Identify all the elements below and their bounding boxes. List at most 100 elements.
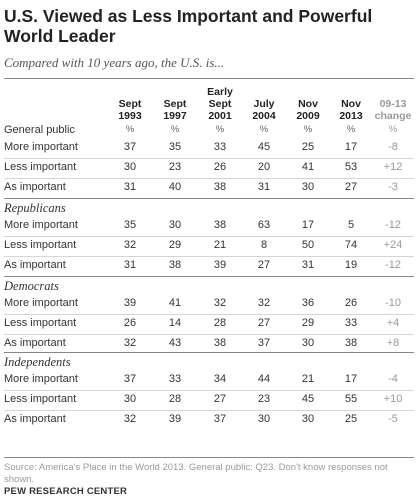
column-header-row: Sept 1993 Sept 1997 Early Sept 2001 July 20…: [0, 84, 417, 122]
value-cell: 30: [168, 219, 182, 231]
row-label: As important: [4, 337, 66, 349]
table-row: More important 35 30 38 63 17 5 -12: [0, 217, 417, 236]
table-row: Less important 32 29 21 8 50 74 +24: [0, 237, 417, 256]
value-cell: 32: [213, 297, 227, 309]
value-cell: 38: [213, 337, 227, 349]
value-cell: 39: [168, 413, 182, 425]
value-cell: 40: [168, 181, 182, 193]
organization-credit: PEW RESEARCH CENTER: [4, 486, 128, 497]
unit-label: %: [346, 124, 356, 135]
value-cell: 32: [123, 337, 137, 349]
change-cell: +10: [383, 393, 403, 405]
row-label: More important: [4, 373, 78, 385]
row-divider: [4, 314, 414, 315]
value-cell: 33: [213, 141, 227, 153]
column-header: Nov 2009: [296, 98, 320, 122]
chart-title: U.S. Viewed as Less Important and Powerf…: [4, 6, 373, 46]
value-cell: 38: [168, 259, 182, 271]
value-cell: 31: [301, 259, 315, 271]
table-row: As important 32 43 38 37 30 38 +8: [0, 335, 417, 354]
group-label: Independents: [4, 355, 71, 369]
row-label: As important: [4, 181, 66, 193]
column-header: Early Sept 2001: [207, 86, 233, 122]
change-cell: -3: [388, 181, 398, 193]
column-header: 09-13 change: [374, 98, 412, 122]
value-cell: 63: [257, 219, 271, 231]
value-cell: 27: [213, 393, 227, 405]
row-label: Less important: [4, 161, 77, 173]
value-cell: 26: [213, 161, 227, 173]
value-cell: 37: [123, 373, 137, 385]
value-cell: 55: [344, 393, 358, 405]
table-row: More important 39 41 32 32 36 26 -10: [0, 295, 417, 314]
unit-label: %: [388, 124, 398, 135]
group-label: Democrats: [4, 279, 59, 293]
value-cell: 38: [344, 337, 358, 349]
value-cell: 39: [123, 297, 137, 309]
value-cell: 5: [347, 219, 355, 231]
value-cell: 35: [123, 219, 137, 231]
table-row: Less important 26 14 28 27 29 33 +4: [0, 315, 417, 334]
value-cell: 32: [123, 239, 137, 251]
value-cell: 14: [168, 317, 182, 329]
bottom-rule: [4, 457, 414, 458]
value-cell: 23: [257, 393, 271, 405]
change-cell: -12: [385, 219, 401, 231]
group-divider: [4, 352, 414, 353]
row-divider: [4, 158, 414, 159]
value-cell: 38: [213, 181, 227, 193]
change-cell: -8: [388, 141, 398, 153]
value-cell: 17: [344, 373, 358, 385]
value-cell: 33: [168, 373, 182, 385]
change-cell: -10: [385, 297, 401, 309]
row-label: Less important: [4, 317, 77, 329]
column-header: Sept 1997: [163, 98, 187, 122]
value-cell: 19: [344, 259, 358, 271]
value-cell: 31: [123, 181, 137, 193]
value-cell: 17: [301, 219, 315, 231]
value-cell: 30: [123, 393, 137, 405]
value-cell: 17: [344, 141, 358, 153]
value-cell: 28: [168, 393, 182, 405]
column-header: Sept 1993: [118, 98, 142, 122]
value-cell: 30: [257, 413, 271, 425]
chart-subtitle: Compared with 10 years ago, the U.S. is.…: [4, 55, 225, 70]
source-note: Source: America's Place in the World 201…: [4, 462, 388, 485]
table-row: As important 32 39 37 30 30 25 -5: [0, 411, 417, 430]
value-cell: 31: [123, 259, 137, 271]
value-cell: 35: [168, 141, 182, 153]
value-cell: 41: [168, 297, 182, 309]
row-divider: [4, 236, 414, 237]
table-row: Less important 30 28 27 23 45 55 +10: [0, 391, 417, 410]
row-label: As important: [4, 259, 66, 271]
value-cell: 45: [257, 141, 271, 153]
value-cell: 37: [123, 141, 137, 153]
value-cell: 31: [257, 181, 271, 193]
change-cell: -5: [388, 413, 398, 425]
group-divider: [4, 276, 414, 277]
value-cell: 26: [123, 317, 137, 329]
value-cell: 8: [260, 239, 268, 251]
column-header: July 2004: [252, 98, 276, 122]
change-cell: +12: [383, 161, 403, 173]
value-cell: 20: [257, 161, 271, 173]
column-header: Nov 2013: [339, 98, 363, 122]
unit-label: %: [259, 124, 269, 135]
value-cell: 21: [213, 239, 227, 251]
value-cell: 32: [257, 297, 271, 309]
value-cell: 39: [213, 259, 227, 271]
value-cell: 44: [257, 373, 271, 385]
value-cell: 30: [301, 181, 315, 193]
row-divider: [4, 256, 414, 257]
row-divider: [4, 178, 414, 179]
value-cell: 30: [301, 337, 315, 349]
value-cell: 25: [301, 141, 315, 153]
value-cell: 28: [213, 317, 227, 329]
unit-label: %: [215, 124, 225, 135]
table-row: More important 37 35 33 45 25 17 -8: [0, 139, 417, 158]
change-cell: +4: [386, 317, 400, 329]
group-divider: [4, 198, 414, 199]
value-cell: 27: [257, 317, 271, 329]
value-cell: 74: [344, 239, 358, 251]
value-cell: 45: [301, 393, 315, 405]
